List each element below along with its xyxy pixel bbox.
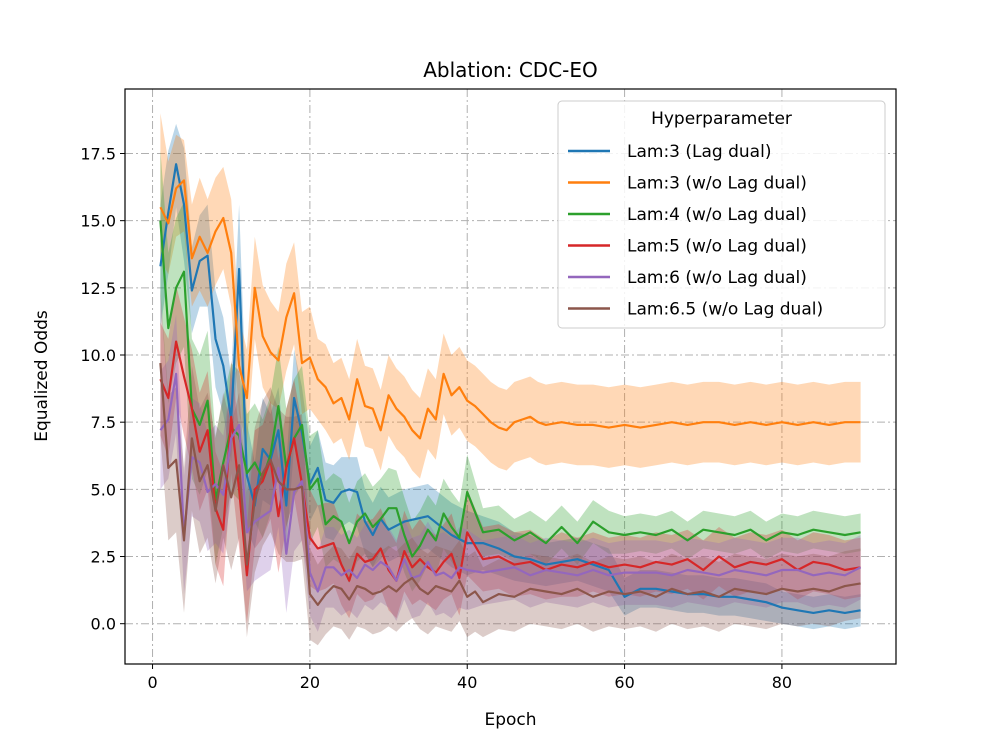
y-tick-label: 17.5 <box>80 144 116 163</box>
series-band-6 <box>160 290 861 646</box>
series-band-5 <box>160 314 861 632</box>
legend-entry: Lam:4 (w/o Lag dual) <box>568 205 807 225</box>
y-tick-label: 5.0 <box>91 480 116 499</box>
legend-box <box>557 100 886 329</box>
y-tick-label: 2.5 <box>91 548 116 567</box>
series-line-3 <box>159 220 861 558</box>
x-tick-label: 40 <box>457 673 477 692</box>
legend-entries: Lam:3 (Lag dual) Lam:3 (w/o Lag dual) Lam:… <box>568 142 823 320</box>
y-tick-label: 10.0 <box>80 346 116 365</box>
y-axis-ticks: 0.0 2.5 5.0 7.5 10.0 12.5 15.0 17.5 <box>80 144 125 634</box>
y-tick-label: 0.0 <box>91 615 116 634</box>
legend: Hyperparameter Lam:3 (Lag dual) Lam:3 (w/… <box>557 100 886 329</box>
x-tick-label: 80 <box>772 673 792 692</box>
x-tick-label: 60 <box>614 673 634 692</box>
series-line-2 <box>159 179 861 440</box>
series-line-4 <box>159 340 861 582</box>
y-tick-label: 7.5 <box>91 413 116 432</box>
y-axis-label: Equalized Odds <box>32 310 52 442</box>
legend-entry: Lam:6.5 (w/o Lag dual) <box>568 300 823 320</box>
legend-label: Lam:6 (w/o Lag dual) <box>627 268 807 288</box>
legend-entry: Lam:5 (w/o Lag dual) <box>568 237 807 257</box>
series-band-1 <box>160 123 861 630</box>
legend-label: Lam:5 (w/o Lag dual) <box>627 237 807 257</box>
legend-entry: Lam:3 (Lag dual) <box>568 142 771 162</box>
series-lines <box>159 163 862 615</box>
x-axis-label: Epoch <box>484 710 536 730</box>
y-tick-label: 15.0 <box>80 212 116 231</box>
series-band-2 <box>160 113 861 479</box>
x-axis-ticks: 0 20 40 60 80 <box>147 664 792 692</box>
x-tick-label: 20 <box>300 673 320 692</box>
legend-title: Hyperparameter <box>651 109 792 129</box>
legend-label: Lam:3 (w/o Lag dual) <box>627 174 807 194</box>
plot-frame <box>124 88 897 665</box>
chart-title: Ablation: CDC-EO <box>423 58 598 82</box>
legend-label: Lam:6.5 (w/o Lag dual) <box>627 300 823 320</box>
y-tick-label: 12.5 <box>80 279 116 298</box>
series-band-3 <box>160 150 861 592</box>
x-tick-label: 0 <box>147 673 157 692</box>
legend-label: Lam:3 (Lag dual) <box>627 142 771 162</box>
legend-label: Lam:4 (w/o Lag dual) <box>627 205 807 225</box>
series-line-6 <box>159 363 861 607</box>
legend-entry: Lam:3 (w/o Lag dual) <box>568 174 807 194</box>
legend-entry: Lam:6 (w/o Lag dual) <box>568 268 807 288</box>
